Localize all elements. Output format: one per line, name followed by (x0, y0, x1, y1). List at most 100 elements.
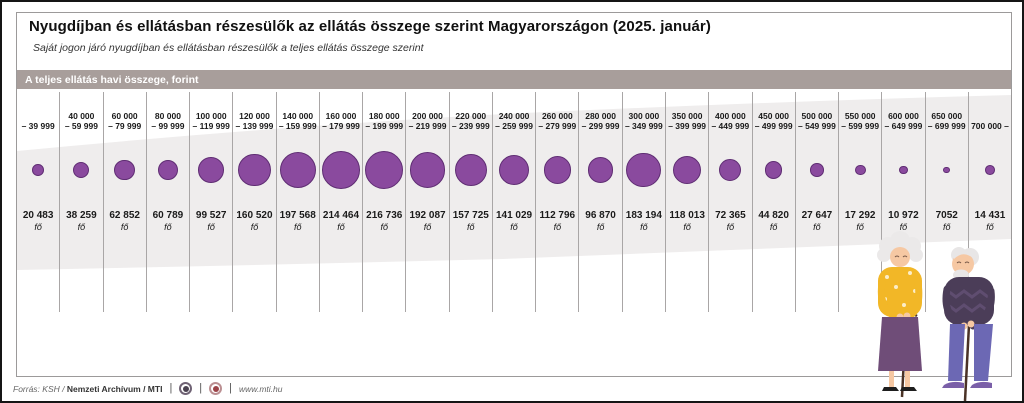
range-top-line: 60 000 (111, 110, 138, 121)
range-top-line: 80 000 (154, 110, 181, 121)
recipients-bubble (854, 164, 866, 176)
amount-column: 450 000 – 499 999 44 820 fő (751, 92, 795, 312)
amount-range-label: 40 000 – 59 999 (65, 92, 98, 132)
recipients-bubble (73, 162, 90, 178)
grandpa-figure (942, 247, 995, 388)
bubble-zone (498, 132, 530, 208)
page-title: Nyugdíjban és ellátásban részesülők az e… (29, 18, 711, 35)
recipients-bubble (32, 164, 44, 176)
range-top-line: 400 000 (715, 110, 746, 121)
bubble-zone (409, 132, 446, 208)
count-number: 44 820 (758, 210, 789, 221)
range-bottom-line: – 449 999 (711, 121, 750, 132)
bubble-zone (32, 132, 44, 208)
amount-range-label: 600 000 – 649 999 (885, 92, 923, 132)
recipient-count: 14 431 fő (975, 210, 1006, 232)
amount-range-label: 500 000 – 549 999 (798, 92, 836, 132)
amount-column: 700 000 – 14 431 fő (967, 92, 1011, 312)
amount-column: 650 000 – 699 999 7052 fő (924, 92, 968, 312)
recipient-count: 96 870 fő (585, 210, 616, 232)
count-unit: fő (34, 221, 42, 232)
amount-range-label: 120 000 – 139 999 (236, 92, 274, 132)
source-archive: Nemzeti Archívum (66, 383, 141, 394)
recipients-bubble (498, 154, 530, 186)
recipient-count: 10 972 fő (888, 210, 919, 232)
range-top-line: 240 000 (498, 110, 530, 121)
recipients-bubble (810, 163, 824, 177)
count-number: 96 870 (585, 210, 616, 221)
bubble-zone (673, 132, 702, 208)
count-unit: fő (942, 221, 951, 232)
range-bottom-line: – 239 999 (451, 121, 490, 132)
amount-column: 40 000 – 59 999 38 259 fő (59, 92, 102, 312)
count-unit: fő (986, 221, 994, 232)
range-bottom-line: – 599 999 (841, 121, 880, 132)
amount-column: 180 000 – 199 999 216 736 fő (362, 92, 405, 312)
recipients-bubble (157, 159, 178, 181)
recipient-count: 38 259 fő (66, 210, 97, 232)
amount-range-label: 220 000 – 239 999 (452, 92, 490, 132)
bubble-zone (719, 132, 742, 208)
range-bottom-line: – 279 999 (538, 121, 577, 132)
amount-column: 550 000 – 599 999 17 292 fő (838, 92, 881, 312)
count-number: 112 796 (539, 210, 576, 221)
amount-range-label: 80 000 – 99 999 (151, 92, 184, 132)
count-unit: fő (293, 221, 302, 232)
recipients-bubble (543, 156, 572, 184)
range-top-line: 550 000 (844, 110, 876, 121)
count-number: 141 029 (495, 210, 533, 221)
amount-range-label: 60 000 – 79 999 (108, 92, 141, 132)
count-unit: fő (813, 221, 821, 232)
bubble-zone (810, 132, 824, 208)
amount-column: 400 000 – 449 999 72 365 fő (708, 92, 751, 312)
range-bottom-line: – 259 999 (495, 121, 533, 132)
amount-range-label: 450 000 – 499 999 (755, 92, 793, 132)
count-number: 183 194 (625, 210, 662, 221)
range-bottom-line: – 649 999 (884, 121, 923, 132)
count-number: 14 431 (974, 210, 1006, 221)
range-bottom-line: – 549 999 (798, 121, 836, 132)
bubble-zone (73, 132, 90, 208)
range-bottom-line: – 59 999 (64, 121, 98, 132)
recipients-bubble (454, 153, 487, 187)
amount-range-label: 100 000 – 119 999 (193, 92, 230, 132)
count-unit: fő (250, 221, 259, 232)
recipient-count: 99 527 fő (196, 210, 227, 232)
recipients-bubble (279, 151, 316, 189)
recipient-count: 197 568 fő (280, 210, 316, 232)
recipients-bubble (322, 151, 360, 189)
content-frame (16, 12, 1012, 377)
recipients-bubble (719, 159, 742, 181)
bubble-zone (157, 132, 178, 208)
recipient-count: 160 520 fő (236, 210, 272, 232)
amount-column: 100 000 – 119 999 99 527 fő (189, 92, 232, 312)
mti-logo-icon (179, 382, 193, 395)
bubble-zone (238, 132, 271, 208)
recipient-count: 72 365 fő (715, 210, 746, 232)
elderly-couple-illustration (877, 231, 995, 401)
amount-range-label: 240 000 – 259 999 (495, 92, 533, 132)
amount-range-label: 550 000 – 599 999 (841, 92, 879, 132)
amount-column: 200 000 – 219 999 192 087 fő (405, 92, 448, 312)
amount-range-label: 400 000 – 449 999 (711, 92, 749, 132)
amount-column: 260 000 – 279 999 112 796 fő (535, 92, 578, 312)
count-unit: fő (553, 221, 562, 232)
range-top-line: 220 000 (455, 110, 487, 121)
bubble-zone (322, 132, 360, 208)
bubble-zone (279, 132, 316, 208)
range-top-line: 450 000 (758, 110, 790, 121)
count-number: 38 259 (66, 210, 97, 221)
amount-column: – 39 999 20 483 fő (17, 92, 59, 312)
amount-range-label: 700 000 – (971, 92, 1009, 132)
recipients-bubble (238, 153, 271, 187)
amount-range-label: 260 000 – 279 999 (538, 92, 576, 132)
footer-divider: | (199, 382, 203, 394)
count-unit: fő (423, 221, 432, 232)
recipient-count: 157 725 fő (453, 210, 489, 232)
count-number: 27 647 (801, 210, 833, 221)
amount-column: 160 000 – 179 999 214 464 fő (318, 92, 362, 312)
count-unit: fő (769, 221, 778, 232)
recipient-count: 192 087 fő (409, 210, 445, 232)
recipient-count: 20 483 fő (23, 210, 54, 232)
amount-column: 120 000 – 139 999 160 520 fő (232, 92, 275, 312)
